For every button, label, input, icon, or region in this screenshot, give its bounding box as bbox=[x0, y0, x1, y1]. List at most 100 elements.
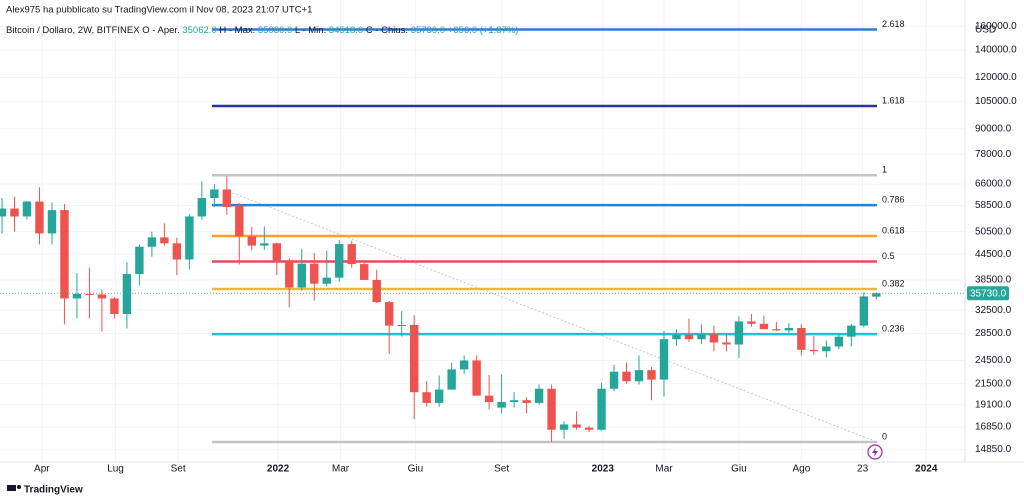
event-bolt bbox=[872, 447, 878, 457]
fib-label: 0.5 bbox=[882, 251, 895, 261]
last-price-box bbox=[967, 286, 1009, 301]
y-tick-label: 28500.0 bbox=[975, 328, 1012, 339]
candle-body bbox=[97, 294, 107, 299]
fibonacci: 2.618 1.618 1 0.786 0.618 0.5 0.382 0.236 0 bbox=[212, 19, 905, 444]
candle-body bbox=[822, 346, 831, 352]
candle-body bbox=[185, 216, 194, 260]
x-tick-label: Mar bbox=[332, 464, 350, 475]
candle-body bbox=[722, 342, 731, 345]
candle-body bbox=[484, 395, 494, 402]
logo-dot bbox=[17, 485, 21, 489]
candle-body bbox=[35, 201, 44, 234]
x-tick-label: Mar bbox=[655, 464, 673, 475]
candle-body bbox=[697, 334, 706, 340]
candle-body bbox=[709, 334, 719, 343]
candle-body bbox=[260, 243, 269, 246]
candle-body bbox=[809, 349, 819, 352]
candle-body bbox=[847, 325, 856, 337]
legend-key: L bbox=[295, 25, 300, 36]
candle-body bbox=[784, 327, 794, 331]
candle-body bbox=[734, 321, 744, 345]
fib-label: 0.382 bbox=[882, 278, 905, 288]
logo-mark bbox=[7, 485, 16, 491]
candle-body bbox=[247, 236, 257, 246]
candle-body bbox=[0, 208, 7, 217]
candle-body bbox=[472, 360, 481, 396]
candle-body bbox=[797, 327, 806, 350]
x-tick-label: Apr bbox=[34, 464, 50, 475]
candle-body bbox=[360, 264, 369, 280]
candles bbox=[0, 176, 881, 442]
candle-body bbox=[597, 388, 606, 430]
candle-body bbox=[335, 244, 344, 278]
x-tick-label: Ago bbox=[792, 464, 810, 475]
x-tick-label: Set bbox=[494, 464, 509, 475]
x-tick-label: Giu bbox=[408, 464, 424, 475]
y-tick-label: 66000.0 bbox=[975, 179, 1012, 190]
x-tick-label: 2022 bbox=[267, 464, 290, 475]
candle-body bbox=[297, 263, 306, 288]
candle-body bbox=[772, 329, 781, 331]
fib-label: 0.236 bbox=[882, 324, 905, 334]
candle-body bbox=[122, 274, 132, 315]
legend-name: - Max. bbox=[229, 25, 255, 36]
fib-label: 0.786 bbox=[882, 195, 905, 205]
candle-body bbox=[459, 360, 469, 370]
candle-body bbox=[434, 389, 444, 403]
candle-body bbox=[572, 424, 581, 428]
candle-body bbox=[534, 388, 544, 403]
y-tick-label: 19100.0 bbox=[975, 399, 1012, 410]
candle-body bbox=[22, 201, 32, 217]
legend-name: - Chius. bbox=[375, 25, 408, 36]
x-tick-label: 23 bbox=[857, 464, 869, 475]
x-tick-label: Set bbox=[171, 464, 186, 475]
legend-value: 35930.0 bbox=[258, 25, 292, 36]
fib-label: 1 bbox=[882, 165, 887, 175]
candle-body bbox=[497, 401, 506, 408]
candle-body bbox=[684, 334, 694, 340]
candle-body bbox=[622, 371, 631, 382]
candle-body bbox=[547, 388, 556, 430]
legend-name: - Aper. bbox=[152, 25, 179, 36]
legend-value: 34518.0 bbox=[329, 25, 363, 36]
currency: USD bbox=[975, 25, 996, 36]
candle-body bbox=[522, 400, 531, 403]
x-tick-label: Giu bbox=[731, 464, 747, 475]
legend-key: H bbox=[219, 25, 226, 36]
candle-body bbox=[147, 237, 157, 247]
x-tick-label: Lug bbox=[107, 464, 124, 475]
candle-body bbox=[759, 323, 769, 330]
candle-body bbox=[347, 244, 356, 265]
candle-body bbox=[197, 198, 207, 217]
candle-body bbox=[210, 189, 219, 199]
candle-body bbox=[647, 370, 656, 380]
candle-body bbox=[872, 293, 881, 297]
legend-value: 35730.0 bbox=[411, 25, 445, 36]
legend-key: O bbox=[142, 25, 149, 36]
fib-label: 2.618 bbox=[882, 19, 905, 29]
y-tick-label: 24500.0 bbox=[975, 355, 1012, 366]
y-tick-label: 160000.0 bbox=[975, 21, 1017, 32]
candle-body bbox=[584, 427, 594, 430]
candle-body bbox=[160, 237, 169, 244]
y-tick-label: 44500.0 bbox=[975, 249, 1012, 260]
y-tick-label: 16850.0 bbox=[975, 422, 1012, 433]
candle-body bbox=[422, 392, 431, 403]
candle-body bbox=[222, 189, 232, 208]
y-tick-label: 120000.0 bbox=[975, 72, 1017, 83]
candle-body bbox=[310, 263, 319, 284]
candle-body bbox=[172, 243, 182, 260]
candle-body bbox=[285, 260, 294, 288]
candle-body bbox=[372, 279, 381, 303]
legend-change: +656.0 (+1.87%) bbox=[448, 25, 519, 36]
candle-body bbox=[235, 205, 244, 237]
candle-body bbox=[447, 369, 456, 390]
last-price-label: 35730.0 bbox=[970, 288, 1007, 299]
candle-body bbox=[60, 210, 69, 299]
legend-line: Bitcoin / Dollaro, 2W, BITFINEX O - Aper… bbox=[6, 25, 518, 36]
candle-body bbox=[110, 298, 119, 315]
y-tick-label: 32500.0 bbox=[975, 305, 1012, 316]
candle-body bbox=[559, 424, 569, 430]
y-tick-label: 140000.0 bbox=[975, 45, 1017, 56]
